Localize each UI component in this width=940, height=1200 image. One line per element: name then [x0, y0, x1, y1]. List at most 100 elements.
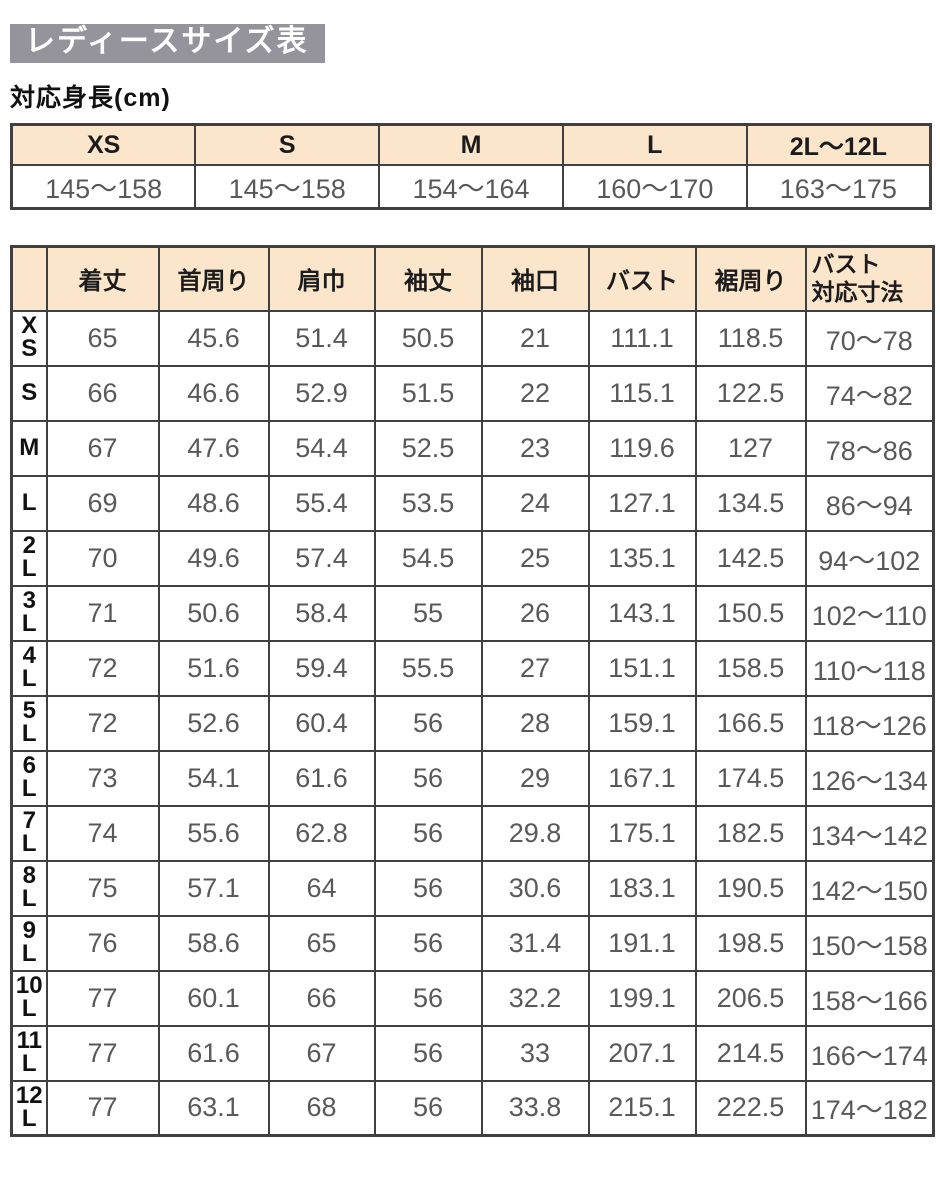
height-range-xs: 145〜158 — [10, 164, 197, 210]
measurement-value: 31.4 — [480, 914, 590, 972]
measurement-value: 150.5 — [694, 584, 807, 642]
height-col-header-s: S — [194, 123, 381, 166]
measurement-value: 45.6 — [157, 309, 270, 367]
measurement-value: 118.5 — [694, 309, 807, 367]
measurement-value: 28 — [480, 694, 590, 752]
measurement-value: 150〜158 — [804, 914, 935, 972]
measurement-value: 134〜142 — [804, 804, 935, 862]
measurement-value: 50.5 — [373, 309, 483, 367]
measurement-value: 158〜166 — [804, 969, 935, 1027]
measurement-value: 72 — [45, 694, 160, 752]
measurement-value: 53.5 — [373, 474, 483, 532]
size-table-row: 12 L 77 63.1 68 56 33.8 215.1 222.5 174〜… — [10, 1079, 935, 1137]
measurement-value: 61.6 — [157, 1024, 270, 1082]
measurement-value: 56 — [373, 859, 483, 917]
measurement-value: 56 — [373, 914, 483, 972]
size-table-row: 3 L 71 50.6 58.4 55 26 143.1 150.5 102〜1… — [10, 584, 935, 642]
measurement-value: 24 — [480, 474, 590, 532]
measurement-value: 65 — [45, 309, 160, 367]
measurement-value: 142〜150 — [804, 859, 935, 917]
size-table-header-row: 着丈 首周り 肩巾 袖丈 袖口 バスト 裾周り バスト 対応寸法 — [10, 245, 935, 312]
height-table-header-row: XS S M L 2L〜12L — [10, 123, 932, 166]
size-label: 2 L — [10, 529, 48, 587]
size-table-row: 10 L 77 60.1 66 56 32.2 199.1 206.5 158〜… — [10, 969, 935, 1027]
measurement-value: 71 — [45, 584, 160, 642]
measurement-value: 51.5 — [373, 364, 483, 422]
size-label: 9 L — [10, 914, 48, 972]
height-col-header-xs: XS — [10, 123, 197, 166]
measurement-value: 115.1 — [587, 364, 697, 422]
measurement-value: 102〜110 — [804, 584, 935, 642]
measurement-value: 33.8 — [480, 1079, 590, 1137]
measurement-value: 56 — [373, 694, 483, 752]
size-table-row: L 69 48.6 55.4 53.5 24 127.1 134.5 86〜94 — [10, 474, 935, 532]
measurement-value: 66 — [267, 969, 376, 1027]
measurement-value: 68 — [267, 1079, 376, 1137]
measurement-value: 77 — [45, 969, 160, 1027]
measurement-value: 77 — [45, 1079, 160, 1137]
col-header-bust: バスト — [587, 245, 697, 312]
measurement-value: 198.5 — [694, 914, 807, 972]
height-range-l: 160〜170 — [561, 164, 748, 210]
measurement-value: 183.1 — [587, 859, 697, 917]
size-table-row: 11 L 77 61.6 67 56 33 207.1 214.5 166〜17… — [10, 1024, 935, 1082]
measurement-value: 51.6 — [157, 639, 270, 697]
col-header-bust-range: バスト 対応寸法 — [804, 245, 935, 312]
size-label: 5 L — [10, 694, 48, 752]
size-label: 7 L — [10, 804, 48, 862]
size-label: 6 L — [10, 749, 48, 807]
measurement-value: 55 — [373, 584, 483, 642]
measurement-value: 77 — [45, 1024, 160, 1082]
measurement-value: 159.1 — [587, 694, 697, 752]
measurement-value: 134.5 — [694, 474, 807, 532]
height-range-2l-12l: 163〜175 — [745, 164, 932, 210]
size-label: 10 L — [10, 969, 48, 1027]
measurement-value: 182.5 — [694, 804, 807, 862]
measurement-value: 32.2 — [480, 969, 590, 1027]
measurement-value: 61.6 — [267, 749, 376, 807]
size-label: M — [10, 419, 48, 477]
measurement-value: 75 — [45, 859, 160, 917]
measurement-value: 78〜86 — [804, 419, 935, 477]
measurement-value: 111.1 — [587, 309, 697, 367]
measurement-value: 127 — [694, 419, 807, 477]
measurement-value: 118〜126 — [804, 694, 935, 752]
measurement-value: 110〜118 — [804, 639, 935, 697]
measurement-value: 151.1 — [587, 639, 697, 697]
measurement-value: 25 — [480, 529, 590, 587]
measurement-value: 166.5 — [694, 694, 807, 752]
col-header-sleeve-length: 袖丈 — [373, 245, 483, 312]
col-header-cuff: 袖口 — [480, 245, 590, 312]
size-label: 11 L — [10, 1024, 48, 1082]
measurement-value: 70 — [45, 529, 160, 587]
measurement-value: 166〜174 — [804, 1024, 935, 1082]
measurement-value: 70〜78 — [804, 309, 935, 367]
measurement-value: 175.1 — [587, 804, 697, 862]
measurement-value: 143.1 — [587, 584, 697, 642]
size-table-row: 7 L 74 55.6 62.8 56 29.8 175.1 182.5 134… — [10, 804, 935, 862]
measurement-value: 33 — [480, 1024, 590, 1082]
measurement-value: 47.6 — [157, 419, 270, 477]
measurement-value: 56 — [373, 749, 483, 807]
size-col-header-empty — [10, 245, 48, 312]
measurement-value: 67 — [45, 419, 160, 477]
measurement-value: 52.9 — [267, 364, 376, 422]
col-header-neck: 首周り — [157, 245, 270, 312]
measurement-value: 86〜94 — [804, 474, 935, 532]
measurement-value: 26 — [480, 584, 590, 642]
size-label: 4 L — [10, 639, 48, 697]
measurement-value: 57.1 — [157, 859, 270, 917]
measurement-value: 63.1 — [157, 1079, 270, 1137]
measurement-value: 58.4 — [267, 584, 376, 642]
measurement-value: 72 — [45, 639, 160, 697]
measurement-value: 69 — [45, 474, 160, 532]
height-range-m: 154〜164 — [378, 164, 564, 210]
size-table-row: 2 L 70 49.6 57.4 54.5 25 135.1 142.5 94〜… — [10, 529, 935, 587]
measurement-value: 56 — [373, 1024, 483, 1082]
measurement-value: 142.5 — [694, 529, 807, 587]
measurement-value: 73 — [45, 749, 160, 807]
measurement-value: 58.6 — [157, 914, 270, 972]
measurement-value: 29 — [480, 749, 590, 807]
measurement-value: 54.5 — [373, 529, 483, 587]
